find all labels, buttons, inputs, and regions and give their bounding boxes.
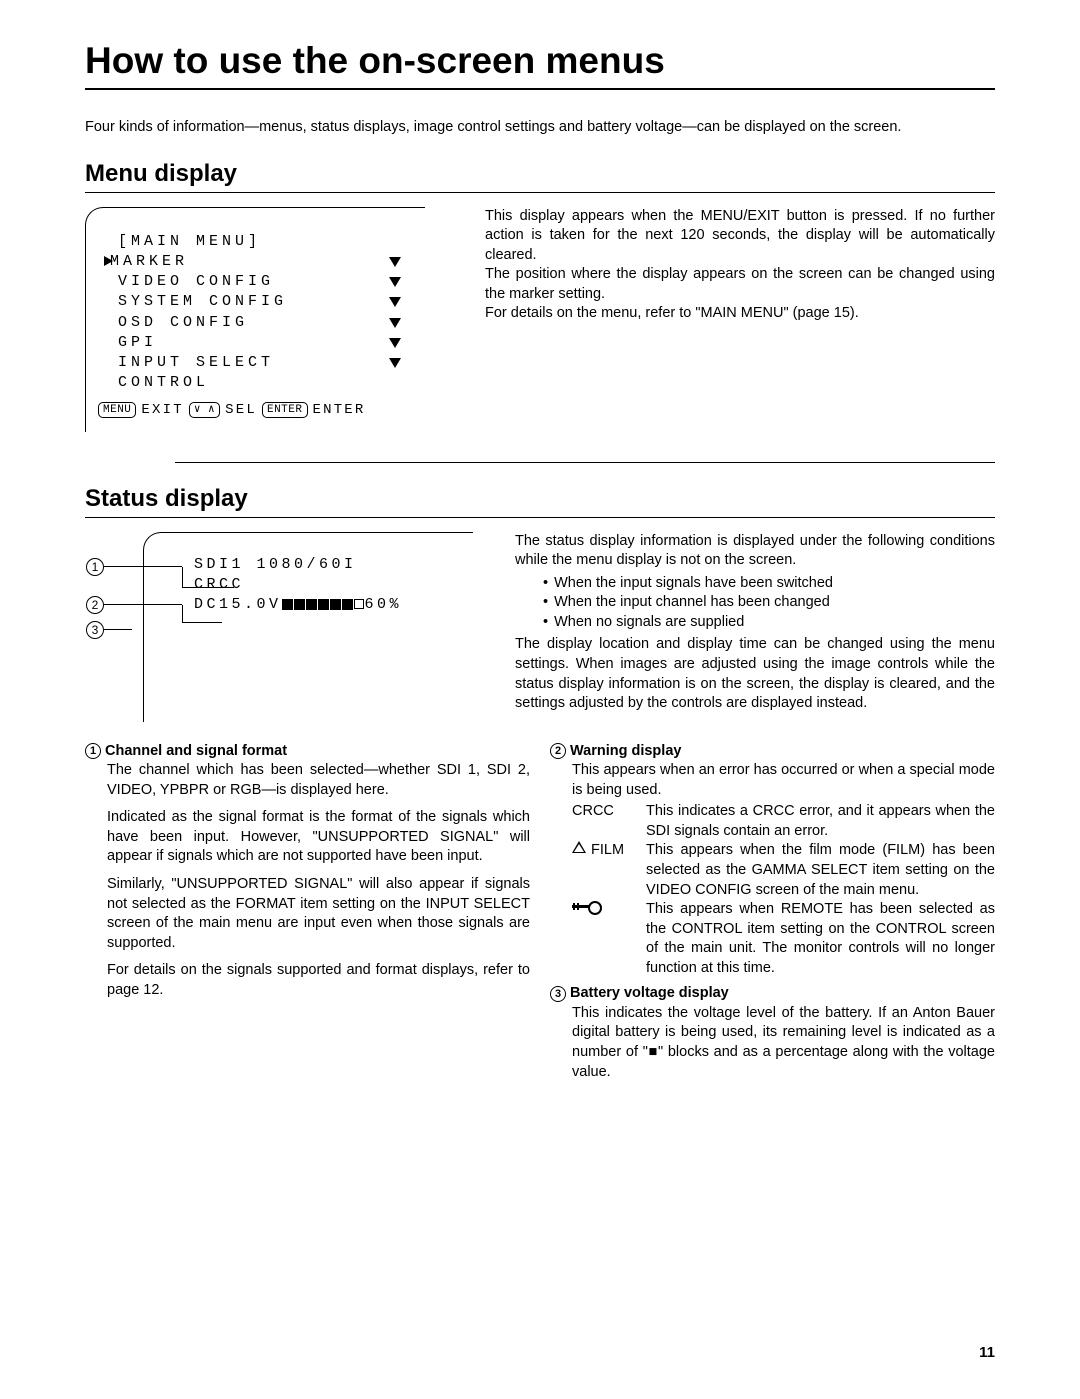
- menu-description: This display appears when the MENU/EXIT …: [485, 207, 995, 324]
- callout-1: 1: [86, 558, 182, 576]
- menu-osd-box: [MAIN MENU] MARKER VIDEO CONFIG SYSTEM C…: [85, 207, 425, 432]
- chevron-down-icon: [389, 297, 401, 307]
- status-line-battery: DC15.0V60%: [194, 595, 463, 615]
- status-line-signal: SDI1 1080/60I: [194, 555, 463, 575]
- chevron-down-icon: [389, 318, 401, 328]
- callout-3: 3: [86, 621, 132, 639]
- menu-nav-hints: MENUEXIT ∨ ∧SEL ENTERENTER: [98, 402, 411, 418]
- chevron-down-icon: [389, 338, 401, 348]
- chevron-down-icon: [389, 277, 401, 287]
- warning-triangle-icon: [572, 841, 586, 853]
- status-display-heading: Status display: [85, 485, 995, 518]
- film-term: FILM: [591, 841, 624, 861]
- menu-item-system-config: SYSTEM CONFIG: [118, 292, 287, 312]
- status-display-section: Status display 1 2 3 SDI1 1080/60I CRCC …: [85, 485, 995, 1091]
- col-warning-battery: 2Warning display This appears when an er…: [550, 742, 995, 1091]
- menu-display-section: Menu display [MAIN MENU] MARKER VIDEO CO…: [85, 160, 995, 432]
- chevron-down-icon: [389, 257, 401, 267]
- page-number: 11: [979, 1344, 995, 1361]
- intro-text: Four kinds of information—menus, status …: [85, 118, 995, 138]
- description-columns: 1Channel and signal format The channel w…: [85, 742, 995, 1091]
- circled-2-icon: 2: [550, 743, 566, 759]
- section-divider: [175, 462, 995, 463]
- status-conditions-list: When the input signals have been switche…: [515, 574, 995, 633]
- circled-1-icon: 1: [85, 743, 101, 759]
- menu-display-heading: Menu display: [85, 160, 995, 193]
- chevron-down-icon: [389, 358, 401, 368]
- page-title: How to use the on-screen menus: [85, 40, 995, 90]
- status-description: The status display information is displa…: [515, 532, 995, 716]
- col-channel-format: 1Channel and signal format The channel w…: [85, 742, 530, 1091]
- crcc-term: CRCC: [572, 802, 614, 822]
- key-icon: [572, 900, 602, 914]
- menu-title: [MAIN MENU]: [118, 232, 261, 252]
- menu-item-osd-config: OSD CONFIG: [118, 313, 248, 333]
- menu-item-control: CONTROL: [118, 373, 209, 393]
- status-line-warning: CRCC: [194, 575, 463, 595]
- sel-button-icon: ∨ ∧: [189, 402, 220, 418]
- menu-button-icon: MENU: [98, 402, 136, 418]
- menu-item-marker: MARKER: [110, 253, 188, 270]
- menu-item-input-select: INPUT SELECT: [118, 353, 274, 373]
- circled-3-icon: 3: [550, 986, 566, 1002]
- menu-item-gpi: GPI: [118, 333, 157, 353]
- callout-2: 2: [86, 596, 182, 614]
- status-osd-box: 1 2 3 SDI1 1080/60I CRCC DC15.0V60%: [143, 532, 473, 722]
- menu-item-video-config: VIDEO CONFIG: [118, 272, 274, 292]
- enter-button-icon: ENTER: [262, 402, 308, 418]
